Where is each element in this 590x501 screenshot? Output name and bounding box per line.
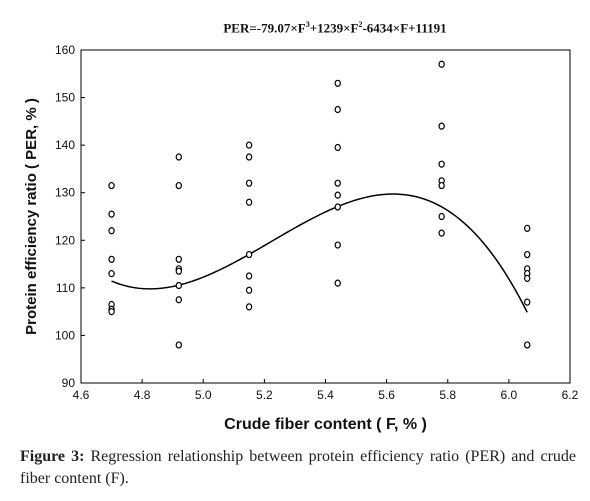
data-point — [438, 60, 445, 68]
data-point — [245, 250, 253, 259]
data-point — [108, 255, 115, 263]
data-point — [175, 153, 182, 161]
data-point — [245, 141, 253, 149]
x-tick-label: 5.4 — [317, 388, 334, 402]
x-tick-label: 6.2 — [562, 388, 579, 402]
data-point — [245, 153, 253, 161]
data-point — [334, 79, 341, 87]
data-point — [245, 286, 253, 294]
y-tick-label: 90 — [62, 376, 76, 390]
data-point — [438, 181, 445, 190]
x-axis-label: Crude fiber content ( F, % ) — [224, 416, 427, 433]
title-part-1: PER=-79.07×F — [223, 20, 306, 36]
data-point — [334, 105, 341, 114]
y-tick-label: 130 — [55, 186, 75, 200]
data-point — [334, 191, 341, 199]
data-point — [245, 303, 253, 311]
title-exp-3: 3 — [305, 20, 310, 29]
figure-caption: Figure 3: Regression relationship betwee… — [20, 446, 576, 490]
y-tick-label: 110 — [56, 281, 75, 295]
caption-label: Figure 3: — [20, 448, 85, 465]
data-point — [108, 227, 115, 235]
data-point — [245, 198, 253, 206]
y-tick-label: 150 — [55, 91, 75, 105]
data-point — [524, 341, 531, 349]
data-point — [175, 267, 182, 275]
title-part-2: +1239×F — [309, 20, 359, 36]
data-point — [438, 229, 445, 237]
y-tick-label: 140 — [55, 138, 75, 152]
caption-text: Regression relationship between protein … — [20, 448, 576, 487]
title-part-3: -6434×F+11191 — [362, 20, 447, 36]
data-point — [175, 281, 182, 290]
data-point — [438, 122, 445, 130]
chart: 4.6 4.8 5.0 5.2 5.4 5.6 5.8 6.0 6.2 90 100 110 120 13… — [23, 43, 579, 433]
x-tick-label: 4.6 — [73, 388, 90, 402]
data-point — [175, 255, 182, 263]
data-point — [245, 272, 253, 280]
data-point — [175, 181, 182, 190]
data-point — [334, 203, 341, 211]
data-point — [108, 269, 115, 278]
data-point — [108, 210, 115, 218]
data-point — [438, 160, 445, 168]
data-point — [334, 279, 341, 287]
y-tick-label: 100 — [55, 328, 75, 342]
x-tick-label: 6.0 — [501, 388, 518, 402]
data-point — [108, 308, 115, 316]
data-point — [334, 241, 341, 249]
data-point — [438, 212, 445, 221]
data-point — [175, 341, 182, 349]
data-point — [524, 298, 531, 306]
data-point — [524, 250, 531, 259]
plot-frame — [80, 49, 571, 384]
title-exp-2: 2 — [358, 20, 363, 29]
data-point — [334, 179, 341, 187]
data-point — [175, 296, 182, 304]
x-tick-label: 5.2 — [256, 388, 273, 402]
chart-title: PER=-79.07×F3+1239×F2-6434×F+11191 — [100, 20, 570, 36]
chart-svg: 4.6 4.8 5.0 5.2 5.4 5.6 5.8 6.0 6.2 90 100 110 120 13… — [23, 43, 579, 433]
x-tick-label: 5.6 — [378, 388, 395, 402]
y-axis-label: Protein efficiency ratio ( PER, % ) — [23, 98, 40, 335]
y-tick-label: 120 — [55, 233, 75, 247]
x-tick-label: 5.0 — [195, 388, 212, 402]
data-point — [524, 274, 531, 282]
x-tick-label: 5.8 — [439, 388, 456, 402]
x-tick-label: 4.8 — [134, 388, 151, 402]
data-point — [334, 143, 341, 152]
y-tick-label: 160 — [55, 43, 75, 57]
data-point — [524, 224, 531, 232]
fit-curve — [111, 193, 528, 313]
data-point — [245, 179, 253, 187]
data-point — [108, 181, 115, 190]
